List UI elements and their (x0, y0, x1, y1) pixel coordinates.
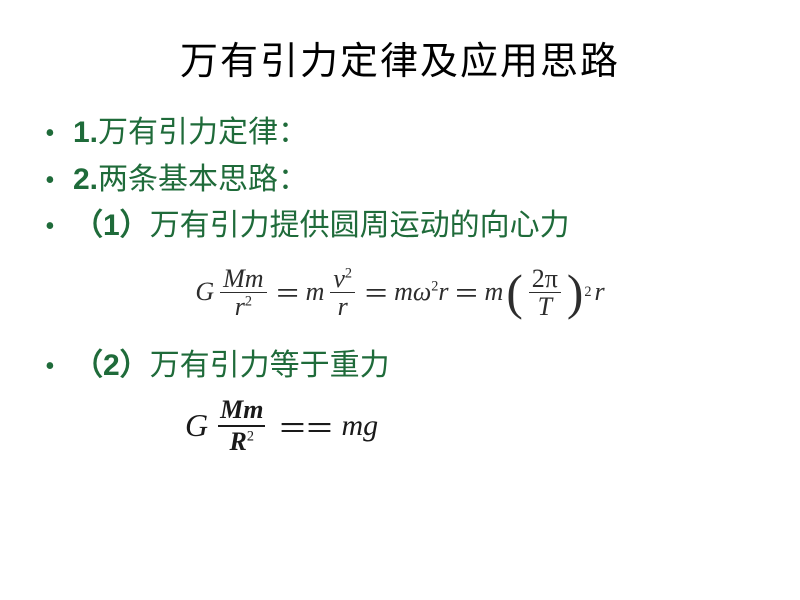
bullet-num: （1） (73, 209, 150, 242)
sym-eq: ＝ (273, 274, 303, 311)
bullet-label: 万有引力提供圆周运动的向心力 (150, 209, 570, 242)
bullet-dot-icon: • (45, 347, 73, 386)
bullet-label: 万有引力等于重力 (150, 349, 390, 382)
formula-gravity: G Mm R2 ＝＝ mg (185, 395, 755, 457)
formula-centripetal: G Mm r2 ＝ m v2 r ＝ mω2r ＝ m ( 2π T ) 2 r (45, 265, 755, 321)
frac-Mm-R2: Mm R2 (218, 395, 265, 457)
bullet-item-4: • （2）万有引力等于重力 (45, 346, 755, 387)
frac-top: Mm (220, 265, 266, 292)
frac-bot: T (535, 293, 555, 320)
frac-v2-r: v2 r (330, 265, 355, 321)
frac-Mm-r2: Mm r2 (220, 265, 266, 321)
bullet-num: 2. (73, 163, 98, 196)
bullet-dot-icon: • (45, 161, 73, 200)
formula-content: G Mm r2 ＝ m v2 r ＝ mω2r ＝ m ( 2π T ) 2 r (195, 265, 604, 321)
sym-mg: mg (341, 409, 378, 443)
frac-2pi-T: 2π T (529, 265, 561, 321)
bullet-dot-icon: • (45, 207, 73, 246)
sym-eq: ＝ (452, 274, 482, 311)
slide-title: 万有引力定律及应用思路 (45, 30, 755, 85)
sym-eq: ＝ (361, 274, 391, 311)
paren-close: ) (567, 273, 583, 313)
bullet-label: 万有引力定律： (98, 116, 308, 149)
bullet-text: （1）万有引力提供圆周运动的向心力 (73, 206, 570, 247)
sym-m: m (306, 277, 325, 307)
bullet-num: （2） (73, 349, 150, 382)
frac-top: v2 (330, 265, 355, 292)
bullet-label: 两条基本思路： (98, 163, 308, 196)
sym-G: G (195, 277, 214, 307)
bullet-text: 2.两条基本思路： (73, 160, 308, 201)
bullet-item-1: • 1.万有引力定律： (45, 113, 755, 154)
bullet-dot-icon: • (45, 114, 73, 153)
frac-bot: r (335, 293, 351, 320)
sym-G: G (185, 407, 208, 444)
frac-top: Mm (218, 395, 265, 425)
bullet-num: 1. (73, 116, 98, 149)
sym-r: r (595, 277, 605, 307)
sym-double-eq: ＝＝ (275, 404, 337, 448)
frac-top: 2π (529, 265, 561, 292)
bullet-text: （2）万有引力等于重力 (73, 346, 390, 387)
frac-bot: R2 (228, 427, 257, 457)
sym-m: m (485, 277, 504, 307)
paren-open: ( (506, 273, 522, 313)
bullet-text: 1.万有引力定律： (73, 113, 308, 154)
bullet-item-2: • 2.两条基本思路： (45, 160, 755, 201)
bullet-item-3: • （1）万有引力提供圆周运动的向心力 (45, 206, 755, 247)
frac-bot: r2 (232, 293, 255, 320)
term-mw2r: mω2r (394, 277, 448, 307)
